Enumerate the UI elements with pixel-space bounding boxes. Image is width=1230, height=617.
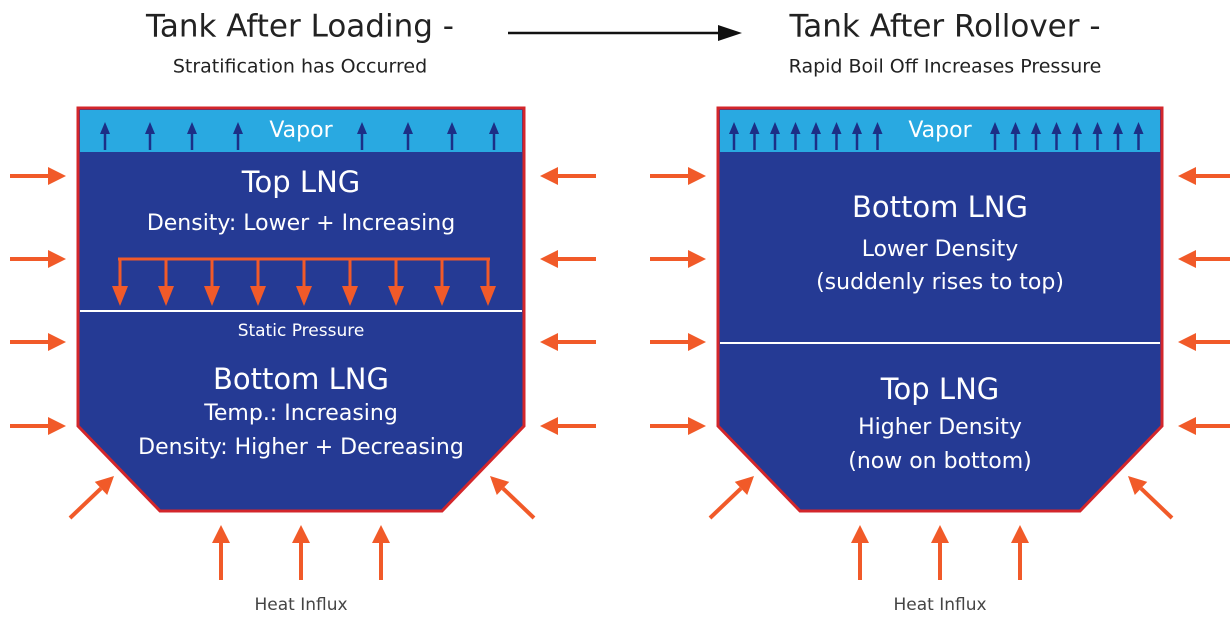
layer-label: Top LNG [241,165,360,199]
heat-arrow-head [372,525,390,543]
heat-arrow-head [540,417,558,435]
layer-label: Bottom LNG [852,190,1028,224]
heat-arrow-head [688,250,706,268]
layer-text: (now on bottom) [848,449,1032,474]
panel-title: Tank After Rollover - [788,9,1100,45]
heat-arrow [70,488,101,518]
panel-title: Tank After Loading - [145,9,454,45]
transition-arrowhead [718,25,742,41]
heat-arrow-head [540,167,558,185]
static-pressure-label: Static Pressure [238,321,365,341]
layer-text: Higher Density [858,415,1022,440]
heat-arrow-head [851,525,869,543]
diagram: Tank After Loading - Stratification has O… [0,0,1230,617]
heat-arrow-head [292,525,310,543]
heat-influx-label: Heat Influx [893,595,986,615]
heat-arrow-head [540,333,558,351]
layer-text: Temp.: Increasing [203,401,398,426]
layer-label: Bottom LNG [213,362,389,396]
layer-text: Lower Density [862,237,1019,262]
layer-text: Density: Higher + Decreasing [138,435,464,460]
heat-arrow-head [48,167,66,185]
heat-arrow-head [212,525,230,543]
heat-arrow-head [48,250,66,268]
heat-arrow-head [1178,250,1196,268]
layer-label: Top LNG [880,372,999,406]
layer-text: Density: Lower + Increasing [147,211,455,236]
heat-arrow-head [1011,525,1029,543]
heat-arrow [710,488,741,518]
heat-arrow [503,488,534,518]
heat-arrow-head [48,417,66,435]
heat-arrow-head [1178,417,1196,435]
heat-influx-label: Heat Influx [254,595,347,615]
heat-arrow [1141,488,1172,518]
heat-arrow-head [688,333,706,351]
vapor-label: Vapor [908,118,972,143]
heat-arrow-head [48,333,66,351]
heat-arrow-head [1178,333,1196,351]
heat-arrow-head [688,417,706,435]
heat-arrow-head [931,525,949,543]
vapor-label: Vapor [269,118,333,143]
heat-arrow-head [540,250,558,268]
heat-arrow-head [688,167,706,185]
heat-arrow-head [1178,167,1196,185]
panel-subtitle: Stratification has Occurred [173,56,427,78]
layer-text: (suddenly rises to top) [816,270,1064,295]
panel-subtitle: Rapid Boil Off Increases Pressure [789,56,1102,78]
